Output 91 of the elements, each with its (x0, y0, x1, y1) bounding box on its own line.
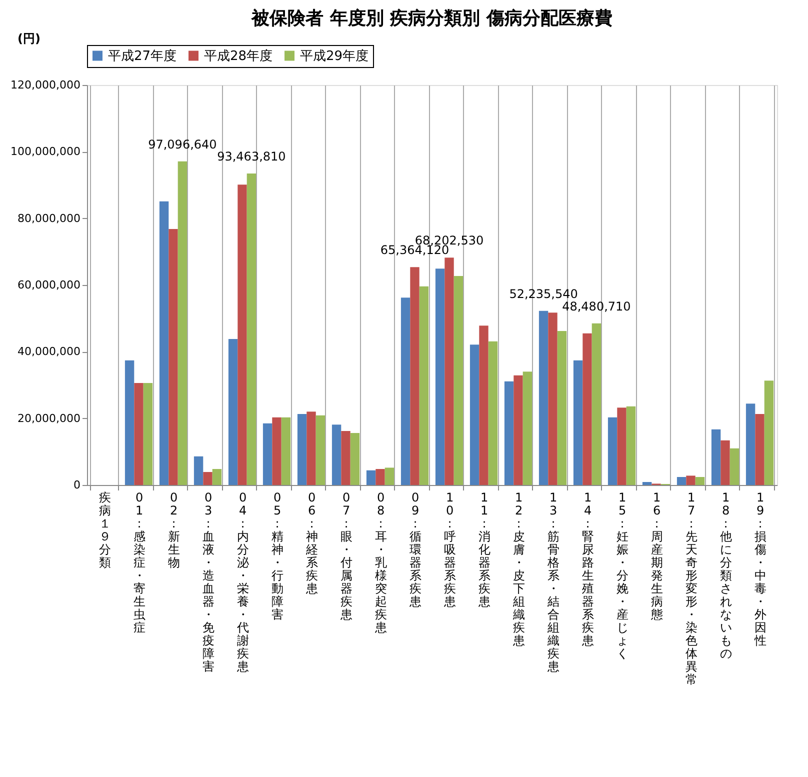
bar (608, 417, 618, 485)
bar (238, 184, 247, 485)
category-label: 17:先天奇形変形・染色体異常 (685, 490, 698, 686)
bar (306, 412, 316, 485)
category-label: 16:周産期発生病態 (650, 490, 663, 622)
y-tick-label: 20,000,000 (18, 412, 80, 425)
y-tick-label: 120,000,000 (10, 78, 80, 92)
category-label: 05:精神・行動障害 (271, 490, 284, 622)
bar (272, 417, 282, 485)
legend-label: 平成29年度 (300, 48, 369, 64)
y-tick-label: 40,000,000 (18, 345, 80, 358)
bar (720, 440, 730, 485)
category-label: 19:損傷・中毒・外因性 (754, 490, 766, 648)
bar (557, 331, 567, 485)
bar (522, 372, 532, 485)
bar (686, 476, 696, 485)
bar (479, 326, 488, 485)
bar (419, 286, 429, 485)
bar (332, 424, 342, 485)
bar (444, 258, 454, 485)
category-label: 18:他に分類されないもの (720, 490, 732, 660)
bar (376, 469, 385, 485)
bar (316, 415, 326, 485)
bar (488, 341, 498, 485)
bar (350, 433, 360, 485)
data-label: 93,463,810 (217, 149, 286, 164)
bar (711, 429, 721, 485)
category-label: 08:耳・乳様突起疾患 (374, 490, 387, 634)
bar (281, 417, 291, 485)
y-tick-label: 80,000,000 (18, 212, 80, 225)
bar (124, 360, 134, 485)
data-label: 97,096,640 (148, 137, 217, 152)
bar (454, 276, 464, 485)
bar (582, 333, 592, 485)
category-label: 04:内分泌・栄養・代謝疾患 (236, 490, 249, 674)
x-tick-label: 06:神経系疾患 (304, 490, 318, 596)
bar (159, 201, 169, 485)
bar (212, 469, 222, 485)
bar (764, 380, 774, 485)
legend-label: 平成27年度 (108, 48, 177, 64)
data-label: 48,480,710 (562, 299, 631, 314)
bar (366, 470, 376, 485)
bar (228, 339, 238, 485)
bar (592, 323, 602, 485)
bar (617, 408, 626, 485)
bar (194, 456, 204, 485)
bar (676, 477, 686, 485)
bar (626, 406, 636, 485)
bar (504, 381, 514, 485)
y-tick-label: 100,000,000 (10, 145, 80, 158)
bar (168, 229, 178, 485)
bar (470, 344, 480, 485)
bar (746, 404, 756, 485)
category-label: 13:筋骨格系・結合組織疾患 (547, 490, 560, 674)
bar (341, 431, 350, 485)
bar (755, 414, 764, 485)
category-label: 11:消化器系疾患 (478, 490, 490, 608)
bar (178, 161, 188, 485)
bar (246, 173, 256, 485)
bar (642, 482, 652, 485)
bar (573, 360, 583, 485)
category-label: 15:妊娠・分娩・産じょく (616, 490, 628, 660)
bar (548, 312, 558, 485)
bar (695, 477, 705, 485)
data-label: 52,235,540 (509, 286, 578, 301)
bar (297, 414, 307, 485)
category-label: 07:眼・付属器疾患 (340, 490, 352, 622)
y-tick-label: 60,000,000 (18, 278, 80, 292)
bar (134, 383, 144, 485)
category-label: 12:皮膚・皮下組織疾患 (512, 490, 525, 648)
bar (410, 267, 420, 485)
bar (435, 268, 445, 485)
category-label: 10:呼吸器系疾患 (444, 490, 456, 608)
x-tick-label: 02:新生物 (168, 490, 180, 570)
category-label: 09:循環器系疾患 (409, 490, 422, 608)
bar (203, 472, 212, 485)
category-label: 03:血液・造血器・免疫障害 (202, 490, 214, 674)
category-label: 14:腎尿路生殖器系疾患 (582, 490, 594, 648)
bar (262, 423, 272, 485)
y-tick-label: 0 (74, 478, 80, 492)
bar (538, 310, 548, 485)
x-tick-label: 疾病１９分類 (98, 490, 111, 570)
category-label: 01:感染症・寄生虫症 (133, 490, 146, 634)
bar (514, 375, 523, 485)
chart-title: 被保険者 年度別 疾病分類別 傷病分配医療費 (250, 8, 612, 29)
bar (384, 468, 394, 485)
legend-label: 平成28年度 (204, 48, 273, 64)
bar (730, 448, 740, 485)
bar (143, 383, 153, 485)
bar (400, 298, 410, 485)
y-axis-title: (円) (18, 32, 40, 46)
